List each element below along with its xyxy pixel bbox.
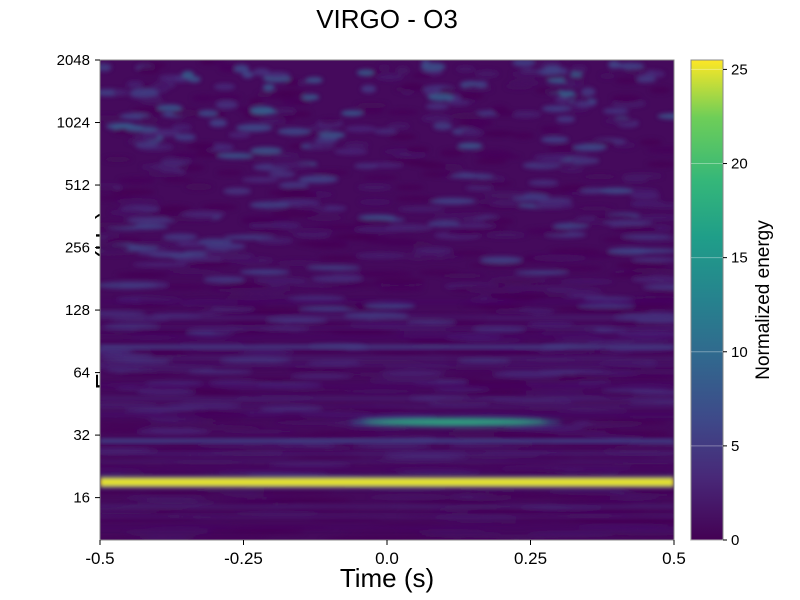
x-tick-label: 0.5 — [662, 549, 686, 568]
y-tick-label: 1024 — [57, 115, 90, 132]
y-tick-label: 2048 — [57, 52, 90, 69]
x-tick-label: 0.0 — [375, 549, 399, 568]
feature-horizontal-line-3 — [100, 344, 674, 349]
y-tick-label: 32 — [73, 427, 90, 444]
y-axis: 16 32 64 128 256 512 1024 2048 — [57, 52, 100, 507]
colorbar-tick-label: 0 — [731, 532, 739, 549]
colorbar-tick-label: 25 — [731, 61, 748, 78]
x-tick-label: -0.5 — [85, 549, 114, 568]
x-tick-label: -0.25 — [224, 549, 263, 568]
feature-horizontal-line-0 — [100, 476, 674, 489]
low-freq-bands — [100, 300, 674, 529]
colorbar-gradient — [690, 59, 724, 541]
colorbar-tick-label: 20 — [731, 156, 748, 173]
colorbar-tick-label: 5 — [731, 438, 739, 455]
x-axis-label: Time (s) — [339, 563, 435, 593]
colorbar — [690, 59, 724, 541]
chart-title: VIRGO - O3 — [316, 4, 458, 34]
y-tick-label: 64 — [73, 365, 90, 382]
y-tick-label: 512 — [65, 177, 90, 194]
x-axis: -0.5 -0.25 0.0 0.25 0.5 — [85, 540, 686, 568]
y-tick-label: 128 — [65, 302, 90, 319]
feature-blob-1 — [350, 417, 562, 428]
colorbar-tick-label: 15 — [731, 250, 748, 267]
y-tick-label: 256 — [65, 240, 90, 257]
plot-area — [100, 60, 674, 540]
colorbar-ticks: 0 5 10 15 20 25 — [691, 61, 748, 549]
x-tick-label: 0.25 — [514, 549, 547, 568]
feature-horizontal-line-2 — [100, 438, 674, 443]
y-tick-label: 16 — [73, 490, 90, 507]
colorbar-tick-label: 10 — [731, 344, 748, 361]
